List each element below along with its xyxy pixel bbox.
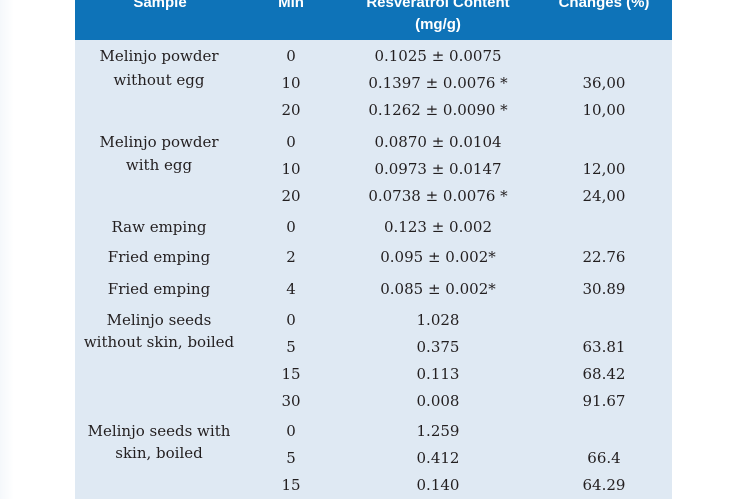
min-cell: 30 xyxy=(281,392,301,410)
min-cell: 15 xyxy=(281,365,301,383)
resveratrol-cell: 0.375 xyxy=(416,338,460,356)
sample-label: with egg xyxy=(125,156,193,174)
min-cell: 0 xyxy=(286,133,296,151)
change-cell: 36,00 xyxy=(582,74,626,92)
resveratrol-cell: 0.085 ± 0.002* xyxy=(380,280,496,298)
change-cell: 68.42 xyxy=(582,365,626,383)
resveratrol-cell: 0.1262 ± 0.0090 * xyxy=(368,101,508,119)
min-cell: 15 xyxy=(281,476,301,494)
table-header xyxy=(75,0,672,40)
change-cell: 63.81 xyxy=(582,338,626,356)
change-cell: 66.4 xyxy=(587,449,621,467)
sample-label: Fried emping xyxy=(107,248,211,266)
sample-label: Melinjo seeds with xyxy=(87,422,231,440)
min-cell: 5 xyxy=(286,338,296,356)
min-cell: 4 xyxy=(286,280,296,298)
sample-label: Melinjo seeds xyxy=(106,311,212,329)
resveratrol-cell: 1.259 xyxy=(416,422,460,440)
header-sample: Sample xyxy=(133,0,187,11)
change-cell: 91.67 xyxy=(582,392,626,410)
resveratrol-cell: 0.123 ± 0.002 xyxy=(384,218,492,236)
change-cell: 64.29 xyxy=(582,476,626,494)
header-min: Min xyxy=(278,0,304,11)
sample-label: skin, boiled xyxy=(115,444,203,462)
resveratrol-cell: 0.008 xyxy=(416,392,460,410)
resveratrol-cell: 0.113 xyxy=(416,365,460,383)
change-cell: 22.76 xyxy=(582,248,626,266)
min-cell: 10 xyxy=(281,74,301,92)
change-cell: 12,00 xyxy=(582,160,626,178)
min-cell: 5 xyxy=(286,449,296,467)
sample-label: Fried emping xyxy=(107,280,211,298)
page-margin xyxy=(0,0,14,499)
sample-label: without skin, boiled xyxy=(83,333,235,351)
resveratrol-cell: 0.412 xyxy=(416,449,460,467)
resveratrol-cell: 0.140 xyxy=(416,476,460,494)
sample-label: Raw emping xyxy=(111,218,207,236)
header-changes: Changes (%) xyxy=(558,0,650,11)
resveratrol-cell: 0.095 ± 0.002* xyxy=(380,248,496,266)
min-cell: 0 xyxy=(286,218,296,236)
min-cell: 0 xyxy=(286,422,296,440)
resveratrol-cell: 0.0973 ± 0.0147 xyxy=(374,160,502,178)
resveratrol-cell: 0.1025 ± 0.0075 xyxy=(374,47,502,65)
header-resveratrol-unit: (mg/g) xyxy=(415,16,461,33)
min-cell: 20 xyxy=(281,187,301,205)
sample-label: Melinjo powder xyxy=(99,47,219,65)
min-cell: 0 xyxy=(286,47,296,65)
resveratrol-cell: 1.028 xyxy=(416,311,460,329)
resveratrol-cell: 0.0738 ± 0.0076 * xyxy=(368,187,508,205)
min-cell: 2 xyxy=(286,248,296,266)
resveratrol-cell: 0.1397 ± 0.0076 * xyxy=(368,74,508,92)
change-cell: 24,00 xyxy=(582,187,626,205)
min-cell: 10 xyxy=(281,160,301,178)
header-resveratrol: Resveratrol Content xyxy=(366,0,510,11)
min-cell: 0 xyxy=(286,311,296,329)
sample-label: without egg xyxy=(113,71,205,89)
min-cell: 20 xyxy=(281,101,301,119)
resveratrol-cell: 0.0870 ± 0.0104 xyxy=(374,133,502,151)
change-cell: 10,00 xyxy=(582,101,626,119)
change-cell: 30.89 xyxy=(582,280,626,298)
sample-label: Melinjo powder xyxy=(99,133,219,151)
resveratrol-table xyxy=(75,0,672,499)
